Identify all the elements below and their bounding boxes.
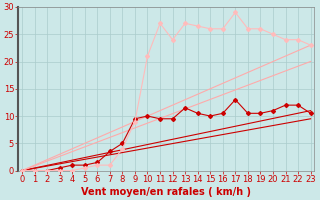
X-axis label: Vent moyen/en rafales ( km/h ): Vent moyen/en rafales ( km/h ) xyxy=(81,187,251,197)
